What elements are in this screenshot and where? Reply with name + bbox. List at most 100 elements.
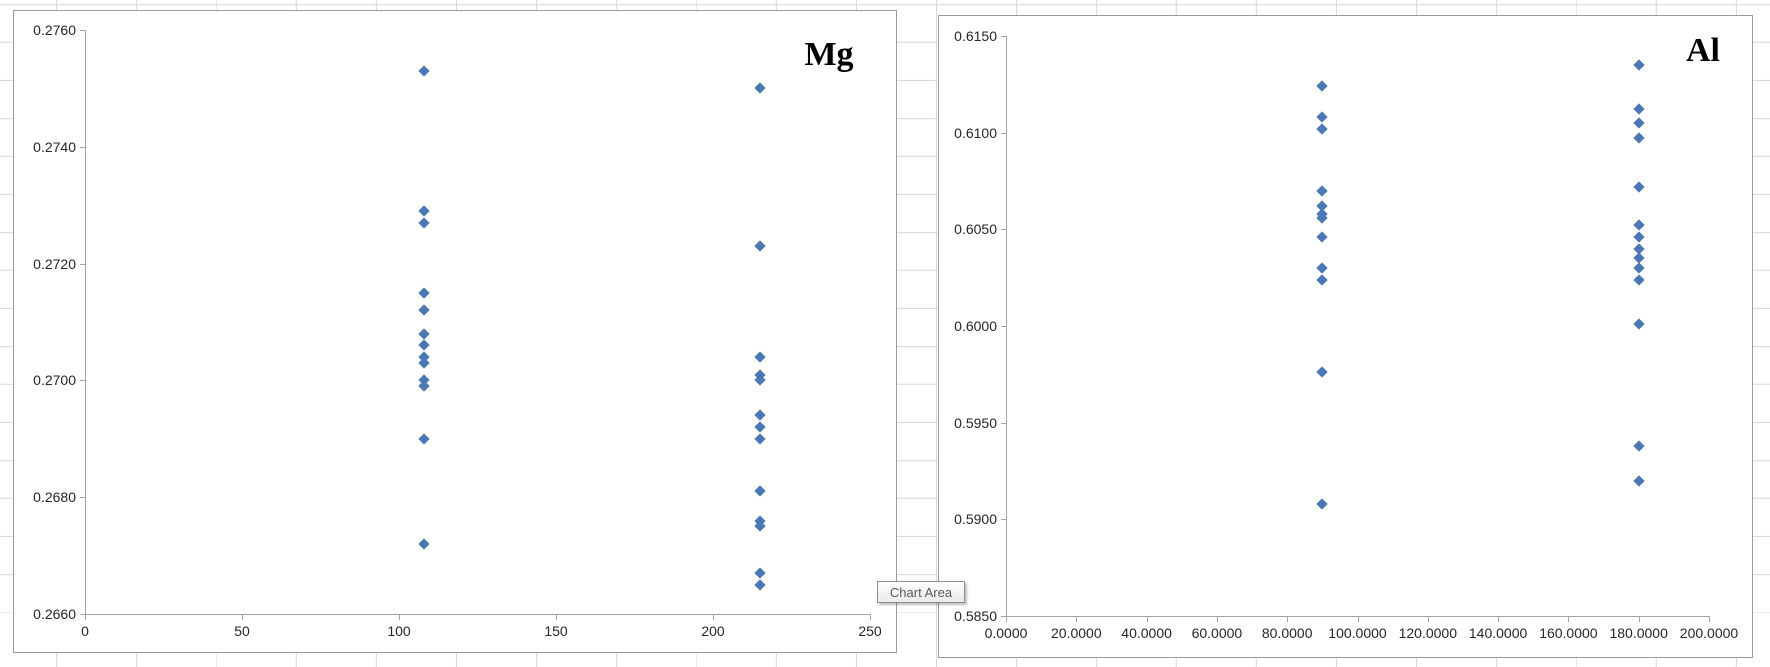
data-point[interactable]: [1633, 231, 1645, 243]
mg-chart[interactable]: Mg 0.2760 0.2740 0.2720 0.2700 0.2680 0.2660 0…: [13, 10, 897, 653]
data-point[interactable]: [418, 205, 430, 217]
data-point[interactable]: [754, 82, 766, 95]
y-tick-mark: [80, 380, 85, 382]
data-point[interactable]: [418, 339, 430, 352]
y-tick-mark: [80, 263, 85, 265]
data-point[interactable]: [754, 433, 766, 445]
data-point[interactable]: [1633, 59, 1645, 71]
x-tick-label: 20.0000: [1050, 625, 1102, 641]
data-point[interactable]: [754, 485, 766, 498]
y-tick-label: 0.5950: [954, 414, 997, 431]
y-axis-line: [85, 30, 86, 615]
y-tick-label: 0.2660: [33, 606, 76, 622]
x-tick-mark: [1427, 617, 1429, 622]
x-tick-mark: [85, 615, 86, 620]
y-tick-mark: [1001, 422, 1006, 424]
data-point[interactable]: [1633, 132, 1645, 145]
x-tick-mark: [713, 615, 714, 620]
x-tick-label: 140.0000: [1468, 625, 1528, 641]
x-tick-label: 60.0000: [1191, 625, 1243, 641]
tooltip-label: Chart Area: [889, 584, 953, 600]
y-tick-mark: [80, 146, 85, 148]
data-point[interactable]: [754, 567, 766, 579]
x-tick-mark: [242, 615, 243, 620]
x-tick-mark: [399, 615, 400, 620]
x-tick-label: 50: [234, 623, 250, 639]
y-tick-label: 0.5900: [954, 511, 997, 528]
data-point[interactable]: [418, 217, 430, 229]
x-tick-mark: [1568, 617, 1570, 622]
x-tick-mark: [870, 615, 871, 620]
x-tick-mark: [1076, 617, 1078, 622]
data-point[interactable]: [1633, 219, 1645, 232]
data-point[interactable]: [1316, 111, 1329, 123]
data-point[interactable]: [1316, 273, 1329, 286]
y-tick-label: 0.6100: [954, 124, 997, 141]
x-tick-label: 150: [544, 623, 568, 639]
x-tick-mark: [1216, 617, 1218, 622]
mg-chart-title[interactable]: Mg: [804, 36, 854, 73]
x-tick-mark: [1709, 617, 1710, 622]
data-point[interactable]: [418, 65, 430, 77]
y-tick-mark: [80, 614, 85, 615]
chart-area-tooltip: Chart Area: [877, 581, 965, 603]
data-point[interactable]: [754, 579, 766, 591]
y-tick-mark: [1001, 36, 1006, 37]
data-point[interactable]: [1633, 262, 1645, 274]
y-tick-mark: [80, 497, 85, 499]
x-axis-line: [1006, 616, 1710, 617]
data-point[interactable]: [418, 433, 430, 445]
y-tick-label: 0.6050: [954, 221, 997, 238]
data-point[interactable]: [1316, 80, 1329, 92]
x-tick-label: 100.0000: [1328, 625, 1387, 641]
data-point[interactable]: [1316, 366, 1329, 379]
data-point[interactable]: [418, 304, 430, 316]
x-tick-mark: [556, 615, 557, 620]
al-chart-title[interactable]: Al: [1686, 32, 1720, 69]
data-point[interactable]: [418, 287, 430, 299]
x-tick-mark: [1287, 617, 1289, 622]
y-tick-mark: [1001, 132, 1006, 134]
y-tick-mark: [1001, 616, 1006, 617]
data-point[interactable]: [1316, 262, 1329, 274]
data-point[interactable]: [1633, 474, 1645, 487]
al-chart[interactable]: Al 0.6150 0.6100 0.6050 0.6000 0.5950 0.5900 0…: [938, 15, 1753, 658]
data-point[interactable]: [1316, 184, 1329, 197]
y-tick-label: 0.6000: [954, 318, 997, 334]
data-point[interactable]: [1316, 498, 1329, 510]
y-tick-label: 0.6150: [954, 28, 997, 44]
x-tick-label: 200: [701, 623, 725, 639]
data-point[interactable]: [1316, 123, 1329, 135]
data-point[interactable]: [1633, 440, 1645, 452]
data-point[interactable]: [1633, 117, 1645, 129]
x-tick-mark: [1498, 617, 1500, 622]
x-tick-label: 180.0000: [1609, 625, 1668, 641]
x-tick-mark: [1006, 617, 1007, 622]
x-tick-mark: [1357, 617, 1359, 622]
y-tick-label: 0.2760: [33, 22, 76, 38]
data-point[interactable]: [1633, 273, 1645, 286]
data-point[interactable]: [754, 240, 766, 252]
data-point[interactable]: [1633, 181, 1645, 193]
x-tick-mark: [1146, 617, 1148, 622]
y-tick-label: 0.2740: [33, 138, 76, 155]
data-point[interactable]: [1633, 103, 1645, 116]
y-tick-label: 0.2700: [33, 372, 76, 389]
x-tick-label: 0: [81, 623, 89, 639]
data-point[interactable]: [418, 538, 430, 550]
y-tick-mark: [80, 30, 85, 31]
x-tick-mark: [1638, 617, 1640, 622]
data-point[interactable]: [418, 328, 430, 340]
y-axis-line: [1006, 36, 1007, 617]
data-point[interactable]: [1633, 318, 1645, 330]
data-point[interactable]: [754, 351, 766, 363]
x-tick-label: 80.0000: [1261, 625, 1313, 641]
x-tick-label: 250: [858, 623, 882, 639]
x-tick-label: 120.0000: [1398, 625, 1457, 641]
data-point[interactable]: [1316, 231, 1329, 243]
y-tick-label: 0.5850: [954, 608, 997, 624]
data-point[interactable]: [418, 380, 430, 392]
data-point[interactable]: [754, 421, 766, 433]
data-point[interactable]: [754, 409, 766, 422]
